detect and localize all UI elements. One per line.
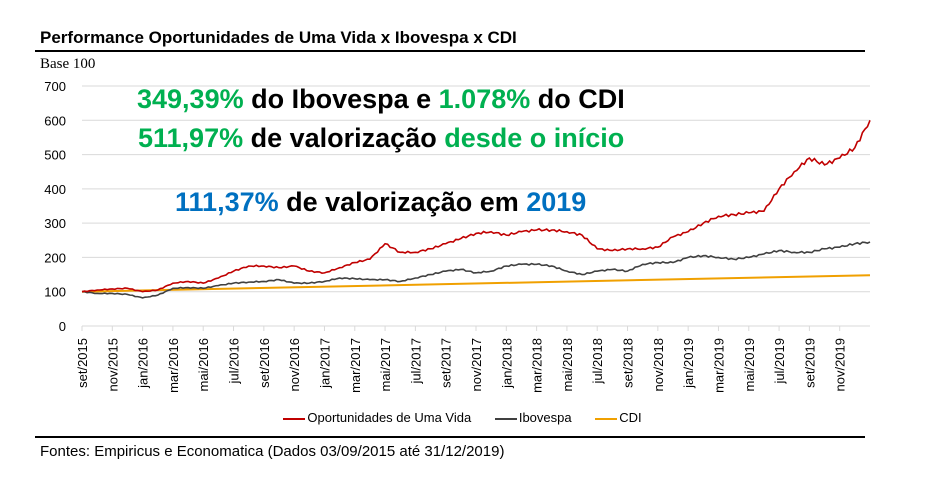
x-tick-label: mar/2017 (348, 338, 363, 393)
x-tick-label: jul/2019 (772, 338, 787, 385)
series-line-cdi (81, 274, 871, 293)
bottom-divider (35, 436, 865, 438)
callout-text: do CDI (530, 84, 625, 114)
callout-value: 1.078% (438, 84, 531, 114)
x-tick-label: set/2017 (439, 338, 454, 388)
x-tick-label: jul/2018 (590, 338, 605, 385)
x-tick-label: jul/2017 (408, 338, 423, 385)
x-tick-label: mar/2018 (530, 338, 545, 393)
x-tick-label: nov/2015 (105, 338, 120, 392)
x-tick-label: nov/2016 (287, 338, 302, 392)
callout-line-3: 111,37% de valorização em 2019 (175, 187, 586, 218)
x-tick-label: jul/2016 (227, 338, 242, 385)
y-tick-label: 0 (59, 319, 66, 334)
legend-item: CDI (595, 410, 642, 425)
y-axis-label: Base 100 (40, 56, 96, 72)
y-tick-label: 400 (44, 182, 66, 197)
legend-swatch (595, 417, 618, 420)
legend-label: CDI (619, 410, 642, 425)
legend-item: Oportunidades de Uma Vida (283, 410, 471, 425)
callout-line-1: 349,39% do Ibovespa e 1.078% do CDI (137, 84, 625, 115)
x-tick-label: mai/2016 (196, 338, 211, 391)
callout-text: de valorização (243, 123, 445, 153)
x-tick-label: set/2015 (75, 338, 90, 388)
series-line-oportunidades-de-uma-vida (81, 119, 871, 293)
legend-label: Oportunidades de Uma Vida (307, 410, 472, 425)
x-tick-label: set/2018 (621, 338, 636, 388)
x-tick-label: jan/2016 (136, 338, 151, 389)
source-note: Fontes: Empiricus e Economatica (Dados 0… (40, 443, 505, 460)
chart-title: Performance Oportunidades de Uma Vida x … (40, 28, 517, 47)
x-tick-label: mai/2017 (378, 338, 393, 391)
x-tick-label: mai/2018 (560, 338, 575, 391)
x-tick-label: nov/2017 (469, 338, 484, 392)
legend: Oportunidades de Uma Vida Ibovespa CDI (0, 410, 925, 425)
callout-text: do Ibovespa e (243, 84, 439, 114)
y-tick-label: 300 (44, 216, 66, 231)
callout-value: desde o início (444, 123, 625, 153)
legend-item: Ibovespa (494, 410, 572, 425)
callout-value: 349,39% (137, 84, 244, 114)
callout-value: 111,37% (175, 187, 279, 217)
x-tick-label: set/2016 (257, 338, 272, 388)
x-tick-label: set/2019 (802, 338, 817, 388)
x-tick-label: nov/2019 (833, 338, 848, 392)
series-line-ibovespa (81, 241, 871, 299)
legend-swatch (494, 417, 517, 420)
x-tick-label: jan/2018 (499, 338, 514, 389)
x-tick-label: nov/2018 (651, 338, 666, 392)
x-tick-label: mar/2019 (711, 338, 726, 393)
callout-text: de valorização em (278, 187, 527, 217)
callout-value: 511,97% (138, 123, 244, 153)
y-tick-label: 200 (44, 250, 66, 265)
x-tick-label: jan/2017 (317, 338, 332, 389)
x-tick-label: mar/2016 (166, 338, 181, 393)
y-tick-label: 600 (44, 113, 66, 128)
x-tick-label: jan/2019 (681, 338, 696, 389)
callout-line-2: 511,97% de valorização desde o início (138, 123, 624, 154)
y-tick-label: 500 (44, 148, 66, 163)
y-tick-label: 700 (44, 79, 66, 94)
legend-label: Ibovespa (518, 410, 572, 425)
legend-swatch (283, 417, 306, 420)
top-divider (35, 50, 865, 52)
y-tick-label: 100 (44, 285, 66, 300)
callout-value: 2019 (526, 187, 587, 217)
x-tick-label: mai/2019 (742, 338, 757, 391)
